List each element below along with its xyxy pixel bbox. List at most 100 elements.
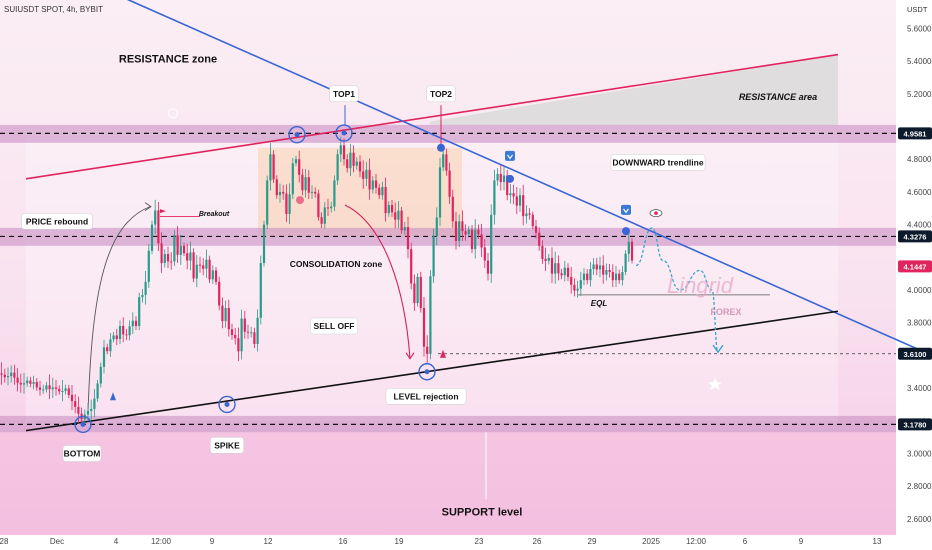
annotation-label: RESISTANCE area [739, 92, 817, 102]
rejection-circle-dot [424, 369, 430, 375]
candle-body [166, 254, 170, 262]
y-tick-label: 3.0000 [907, 450, 932, 459]
candle-body [378, 187, 381, 196]
star-icon [708, 377, 722, 391]
candle-body [13, 372, 16, 378]
y-tick-label: 5.2000 [907, 90, 932, 99]
candle-body [349, 152, 352, 169]
candle-body [74, 401, 77, 407]
trend-dot-b [622, 227, 630, 236]
support-trendline [25, 310, 839, 432]
top1-circle-a-dot [294, 132, 300, 138]
candle-body [278, 191, 282, 196]
candle-body [291, 163, 294, 195]
support-zone [0, 415, 896, 433]
candle-body [70, 394, 74, 402]
candle-body [397, 210, 400, 220]
y-tick-label: 2.8000 [907, 482, 932, 491]
symbol-title: SUIUSDT SPOT, 4h, BYBIT [4, 5, 103, 14]
candle-body [493, 180, 496, 215]
eye-icon-pupil [654, 211, 658, 215]
y-tick-label: 3.8000 [907, 319, 932, 328]
y-tick-label: 5.4000 [907, 57, 932, 66]
candle-body [426, 346, 429, 354]
annotation-box [426, 85, 456, 103]
candle-body [618, 273, 621, 281]
candle-body [330, 206, 333, 209]
candle-body [45, 385, 48, 390]
annotation-label: CONSOLIDATION zone [290, 259, 383, 269]
support-fill [0, 432, 896, 535]
candle-body [131, 320, 134, 327]
flag-icon [160, 209, 166, 218]
candle-body [227, 307, 230, 330]
candle-body [422, 307, 426, 347]
resistance-area-fill [430, 54, 838, 125]
candle-body [525, 213, 528, 217]
spike-circle [218, 395, 236, 414]
candle-body [627, 241, 630, 254]
candle-body [541, 245, 544, 259]
candle-body [122, 325, 125, 335]
candle-body [499, 173, 502, 183]
candle-body [342, 145, 346, 160]
candle-body [589, 269, 592, 281]
top2-dot [437, 143, 445, 152]
candle-body [346, 159, 349, 169]
candle-body [208, 259, 211, 280]
candle-body [406, 227, 410, 250]
x-tick-label: 13 [873, 537, 882, 546]
annotation-label: DOWNWARD trendline [612, 157, 703, 167]
candle-body [374, 180, 378, 188]
candles-layer [0, 136, 634, 425]
candle-body [579, 280, 582, 289]
candle-body [496, 173, 499, 181]
candle-body [480, 234, 483, 248]
triangle-area [26, 129, 838, 423]
candle-body [598, 265, 602, 270]
candle-body [339, 145, 342, 155]
annotation-label: EQL [591, 299, 608, 308]
candle-body [19, 382, 22, 385]
candle-body [474, 229, 477, 250]
candle-body [198, 264, 202, 266]
annotation-label: SUPPORT level [442, 506, 523, 518]
candle-body [358, 161, 362, 172]
candle-body [0, 373, 3, 375]
trend-dot-a [506, 174, 514, 183]
candle-body [528, 213, 531, 215]
downtrend-trendline [126, 0, 932, 357]
candle-body [512, 193, 515, 197]
candle-body [125, 334, 128, 336]
candle-body [106, 347, 109, 352]
candle-body [464, 231, 467, 235]
candle-body [390, 204, 394, 213]
candle-body [310, 191, 314, 193]
candle-body [99, 366, 102, 384]
candle-body [506, 175, 509, 196]
x-tick-label: 29 [588, 537, 597, 546]
annotation-label: TOP2 [430, 89, 452, 99]
candle-body [54, 387, 58, 389]
candle-body [150, 224, 154, 251]
candle-body [170, 261, 173, 263]
candle-body [531, 214, 534, 227]
candle-body [538, 232, 541, 246]
candle-body [58, 388, 61, 392]
candle-body [240, 318, 243, 352]
candle-body [288, 194, 291, 214]
candle-body [454, 221, 458, 241]
candle-body [362, 171, 365, 179]
candle-body [77, 406, 80, 414]
candle-body [384, 186, 387, 214]
candle-body [173, 235, 176, 262]
candle-body [608, 270, 611, 273]
annotation-box [610, 154, 706, 171]
annotation-box [385, 388, 467, 405]
price-badge [898, 347, 932, 360]
annotation-box [310, 317, 358, 335]
consolidation-zone [0, 227, 896, 246]
trendlines-layer [25, 0, 932, 500]
candle-body [224, 307, 227, 322]
